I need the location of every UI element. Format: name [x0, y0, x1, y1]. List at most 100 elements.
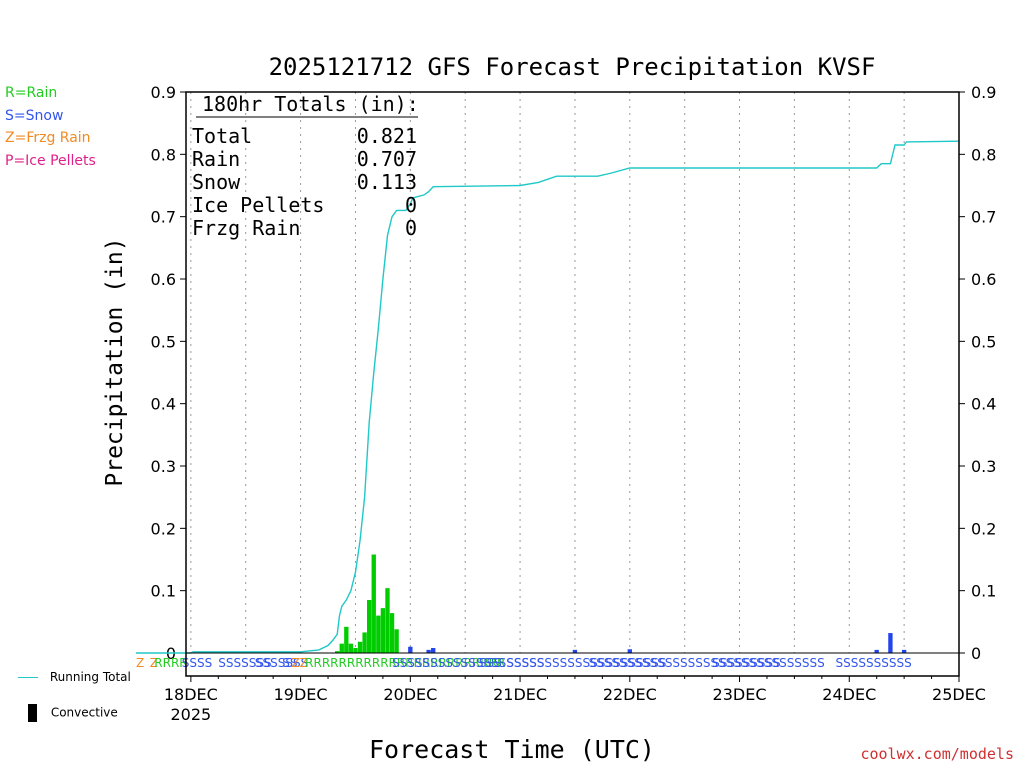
ptype-snow-5: SSSSSSS — [255, 656, 308, 670]
y-tick-label-right-1: 0.1 — [971, 582, 996, 601]
rain-bar-12 — [389, 613, 395, 653]
running-total-swatch — [18, 677, 38, 678]
ptype-snow-10: SSS — [479, 656, 502, 670]
y-tick-label-left-1: 0.1 — [151, 582, 176, 601]
y-tick-label-right-8: 0.8 — [971, 145, 996, 164]
totals-label-0: Total — [192, 124, 252, 148]
y-ticks: 0 00.1 0.10.2 0.20.3 0.30.4 0.40.5 0.50.6 0.60.… — [151, 83, 997, 663]
totals-value-3: 0 — [405, 193, 417, 217]
snow-bar-3 — [572, 649, 578, 653]
ptype-snow-6: SS — [282, 656, 297, 670]
convective-legend: Convective — [18, 704, 118, 722]
gridlines — [190, 92, 905, 653]
legend-frzg: Z=Frzg Rain — [5, 130, 91, 146]
y-tick-label-right-4: 0.4 — [971, 395, 996, 414]
snow-bar-7 — [901, 649, 907, 653]
running-total-legend-label: Running Total — [49, 670, 131, 684]
totals-value-2: 0.113 — [357, 170, 417, 194]
x-tick-label-2: 20DEC — [383, 685, 437, 704]
rain-bar-10 — [380, 608, 386, 653]
snow-bar-4 — [627, 649, 632, 653]
ptype-snow-3: SSSS — [182, 656, 212, 670]
y-tick-label-left-4: 0.4 — [151, 395, 176, 414]
ptype-snow-11: SSSSSSSSSSSSSSSSSSSSS — [506, 656, 666, 670]
totals-label-2: Snow — [192, 170, 241, 194]
precip-type-legend: R=Rain S=Snow Z=Frzg Rain P=Ice Pellets — [5, 82, 96, 172]
rain-bar-4 — [353, 648, 358, 653]
running-total-line — [136, 140, 960, 654]
y-tick-label-right-7: 0.7 — [971, 208, 996, 227]
x-tick-label-1: 19DEC — [274, 685, 328, 704]
rain-bar-5 — [357, 641, 363, 653]
site-credit: coolwx.com/models — [860, 745, 1014, 763]
totals-label-3: Ice Pellets — [192, 193, 324, 217]
totals-label-4: Frzg Rain — [192, 216, 300, 240]
ptype-frzg-0: Z — [136, 656, 144, 670]
x-year-label: 2025 — [171, 705, 212, 724]
ptype-snow-14: SSSSSSSSSS — [836, 656, 912, 670]
convective-legend-label: Convective — [50, 705, 118, 720]
x-tick-label-4: 22DEC — [603, 685, 657, 704]
snow-bar-0 — [408, 646, 413, 653]
y-tick-label-right-9: 0.9 — [971, 83, 996, 102]
snow-bar-6 — [888, 633, 893, 653]
y-tick-label-right-2: 0.2 — [971, 519, 996, 538]
x-ticks: 18DEC 19DEC 20DEC 21DEC 22DEC 23DEC 24DEC 25DEC… — [164, 676, 986, 724]
chart-title: 2025121712 GFS Forecast Precipitation KV… — [269, 53, 876, 81]
convective-swatch — [28, 704, 37, 722]
y-tick-label-left-5: 0.5 — [151, 332, 176, 351]
ptype-rain-2: RRRR — [154, 656, 187, 670]
y-tick-label-left-8: 0.8 — [151, 145, 176, 164]
ptype-snow-12: SSSSSSSSSSSSSSSSSSSSSSSSSSSSSSS — [589, 656, 825, 670]
totals-label-1: Rain — [192, 147, 240, 171]
rain-bar-2 — [344, 626, 349, 653]
y-tick-label-left-9: 0.9 — [151, 83, 176, 102]
y-tick-label-right-3: 0.3 — [971, 457, 996, 476]
rain-bar-7 — [367, 600, 372, 653]
rain-bar-0 — [335, 651, 340, 653]
precip-bars — [335, 554, 907, 653]
snow-bar-1 — [426, 649, 431, 653]
x-axis-label: Forecast Time (UTC) — [369, 735, 655, 764]
rain-bar-6 — [362, 632, 367, 653]
snow-bar-2 — [431, 648, 436, 653]
rain-bar-13 — [394, 629, 399, 653]
y-tick-label-right-5: 0.5 — [971, 332, 996, 351]
rain-bar-3 — [348, 643, 354, 653]
y-tick-label-left-6: 0.6 — [151, 270, 176, 289]
y-tick-label-left-7: 0.7 — [151, 208, 176, 227]
legend-snow: S=Snow — [5, 107, 64, 124]
totals-box: 180hr Totals (in): Total 0.821 Rain 0.707 Sno… — [192, 92, 419, 240]
x-tick-label-3: 21DEC — [493, 685, 547, 704]
x-tick-label-6: 24DEC — [822, 685, 876, 704]
ptype-snow-9: SSSSSSSSSSSSSSSSSSSS — [392, 656, 544, 670]
ptype-frzg-7: ZZ — [291, 656, 307, 670]
rain-bar-11 — [385, 588, 390, 653]
y-tick-label-left-2: 0.2 — [151, 519, 176, 538]
rain-bar-8 — [371, 554, 376, 653]
rain-bar-9 — [376, 615, 381, 653]
y-tick-label-right-6: 0.6 — [971, 270, 996, 289]
totals-value-4: 0 — [405, 216, 417, 240]
x-tick-label-5: 23DEC — [713, 685, 767, 704]
totals-header: 180hr Totals (in): — [202, 92, 419, 116]
x-tick-label-0: 18DEC — [164, 685, 218, 704]
running-total-legend: Running Total — [18, 670, 131, 684]
totals-value-0: 0.821 — [357, 124, 417, 148]
ptype-frzg-1: Z — [150, 656, 158, 670]
legend-rain: R=Rain — [5, 85, 58, 101]
plot-frame — [185, 91, 960, 677]
totals-value-1: 0.707 — [357, 147, 417, 171]
ptype-rain-8: RRRRRRRRRRRRRRRRRRRRRRRR — [305, 656, 505, 670]
snow-bar-5 — [874, 649, 879, 653]
x-tick-label-7: 25DEC — [932, 685, 986, 704]
y-tick-label-right-0: 0 — [971, 644, 981, 663]
ptype-snow-13: SSSSSSSSS — [712, 656, 781, 670]
y-axis-label: Precipitation (in) — [102, 237, 128, 486]
ptype-snow-4: SSSSSSS — [218, 656, 271, 670]
rain-bar-1 — [339, 643, 344, 653]
legend-ice: P=Ice Pellets — [5, 152, 96, 169]
y-tick-label-left-3: 0.3 — [151, 457, 176, 476]
